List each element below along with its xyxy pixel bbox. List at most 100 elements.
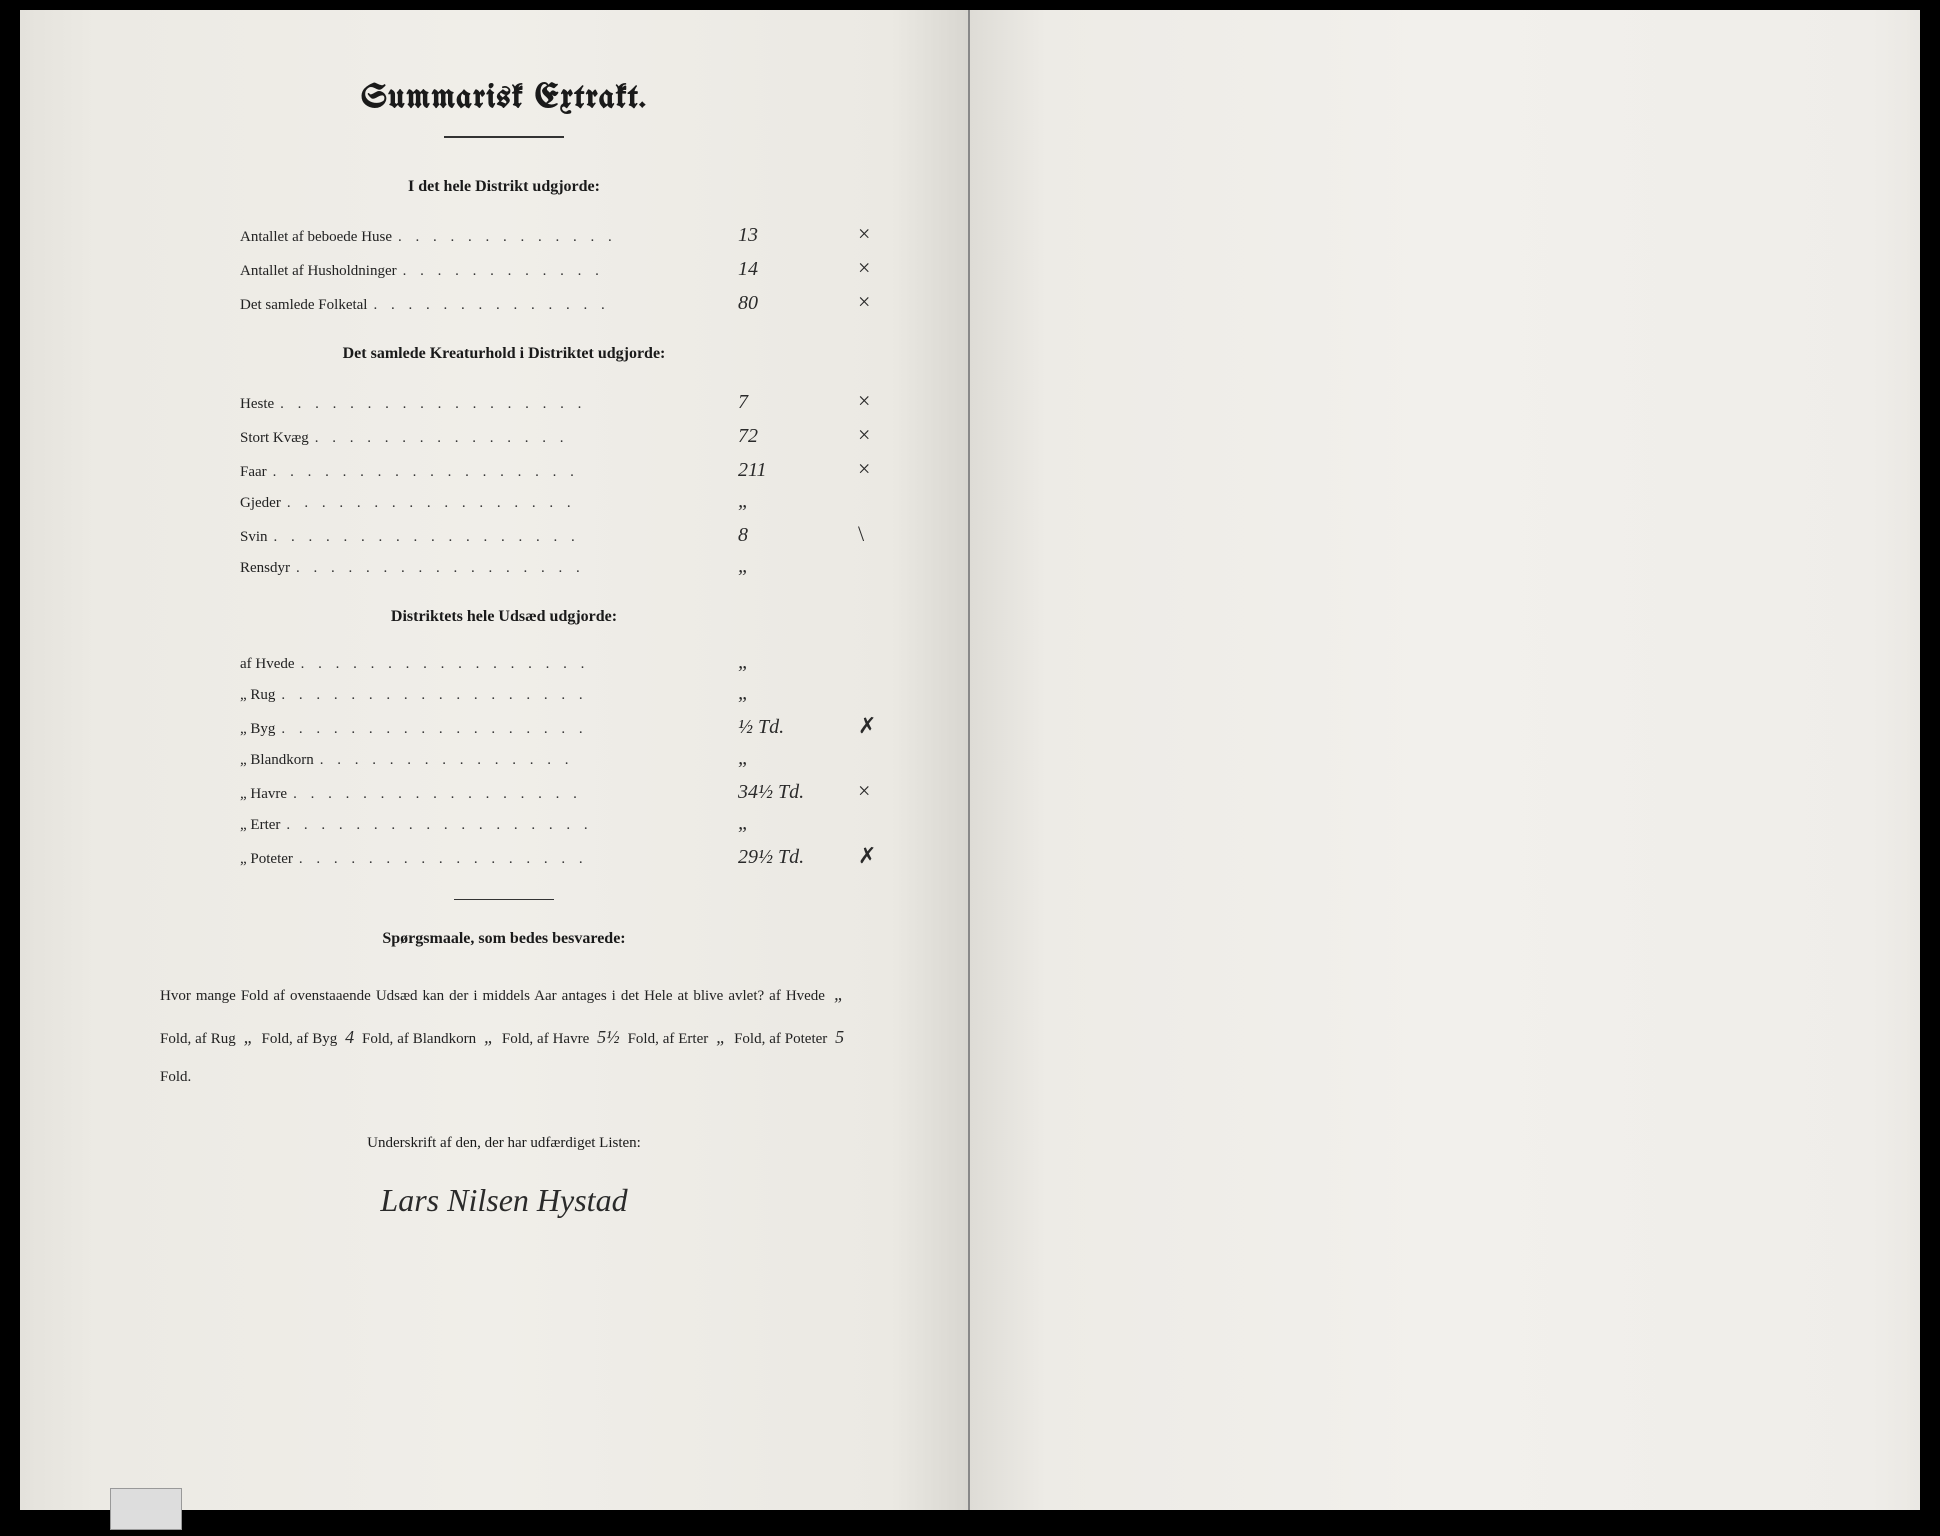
page-title: Summarisk Extrakt. [120,80,888,116]
signature-name: Lars Nilsen Hystad [120,1182,888,1219]
q-text: Fold. [160,1069,191,1085]
q-text: Fold, af Havre [502,1031,589,1047]
dot-leader: . . . . . . . . . . . . . . . . . . [268,529,738,546]
row-kvaeg: Stort Kvæg . . . . . . . . . . . . . . .… [240,422,888,448]
section3-heading: Distriktets hele Udsæd udgjorde: [120,608,888,626]
title-rule [444,136,564,138]
q-text: Fold, af Byg [262,1031,338,1047]
label: af Hvede [240,656,295,673]
label: Gjeder [240,495,281,512]
label: „ Erter [240,817,280,834]
signature-heading: Underskrift af den, der har udfærdiget L… [120,1135,888,1152]
q-blandkorn: „ [480,1027,498,1047]
row-huse: Antallet af beboede Huse . . . . . . . .… [240,221,888,247]
value: 8 [738,524,858,547]
value: 80 [738,292,858,315]
q-poteter: 5 [831,1027,848,1047]
section2-heading: Det samlede Kreaturhold i Distriktet udg… [120,345,888,363]
value: „ [738,555,858,578]
label: Det samlede Folketal [240,297,367,314]
dot-leader: . . . . . . . . . . . . . . . . . [295,656,738,673]
check-mark: × [858,388,888,414]
value: 211 [738,459,858,482]
row-rensdyr: Rensdyr . . . . . . . . . . . . . . . . … [240,555,888,578]
value: „ [738,812,858,835]
row-poteter: „ Poteter . . . . . . . . . . . . . . . … [240,843,888,869]
value: „ [738,651,858,674]
row-blandkorn: „ Blandkorn . . . . . . . . . . . . . . … [240,747,888,770]
check-mark: \ [858,521,888,547]
value: 13 [738,224,858,247]
book-spread: Summarisk Extrakt. I det hele Distrikt u… [20,10,1920,1510]
q-text: Fold, af Rug [160,1031,236,1047]
row-folketal: Det samlede Folketal . . . . . . . . . .… [240,289,888,315]
q-havre: 5½ [593,1027,624,1047]
questions-heading: Spørgsmaale, som bedes besvarede: [120,930,888,948]
label: „ Poteter [240,851,293,868]
q-byg: 4 [341,1027,358,1047]
dot-leader: . . . . . . . . . . . . . . . . . [293,851,738,868]
value: „ [738,747,858,770]
q-text: Hvor mange Fold af ovenstaaende Udsæd ka… [160,988,825,1004]
label: „ Rug [240,687,275,704]
dot-leader: . . . . . . . . . . . . . . . [309,430,738,447]
check-mark: × [858,289,888,315]
row-svin: Svin . . . . . . . . . . . . . . . . . .… [240,521,888,547]
q-hvede: „ [830,984,848,1004]
section1-heading: I det hele Distrikt udgjorde: [120,178,888,196]
dot-leader: . . . . . . . . . . . . . [392,229,738,246]
row-havre: „ Havre . . . . . . . . . . . . . . . . … [240,778,888,804]
row-faar: Faar . . . . . . . . . . . . . . . . . .… [240,456,888,482]
dot-leader: . . . . . . . . . . . . . . . . . . [275,687,738,704]
q-erter: „ [712,1027,730,1047]
check-mark: × [858,255,888,281]
label: Heste [240,396,274,413]
dot-leader: . . . . . . . . . . . . . . . . . . [275,721,738,738]
dot-leader: . . . . . . . . . . . . . . . . . [287,786,738,803]
row-erter: „ Erter . . . . . . . . . . . . . . . . … [240,812,888,835]
label: Svin [240,529,268,546]
left-page: Summarisk Extrakt. I det hele Distrikt u… [20,10,970,1510]
row-heste: Heste . . . . . . . . . . . . . . . . . … [240,388,888,414]
value: 14 [738,258,858,281]
label: Rensdyr [240,560,290,577]
label: Antallet af Husholdninger [240,263,397,280]
q-text: Fold, af Poteter [734,1031,827,1047]
value: „ [738,682,858,705]
check-mark: ✗ [858,843,888,869]
row-hvede: af Hvede . . . . . . . . . . . . . . . .… [240,651,888,674]
dot-leader: . . . . . . . . . . . . . . . . . [290,560,738,577]
q-rug: „ [240,1027,258,1047]
right-page [970,10,1920,1510]
row-rug: „ Rug . . . . . . . . . . . . . . . . . … [240,682,888,705]
dot-leader: . . . . . . . . . . . . . . . . . . [267,464,738,481]
label: Stort Kvæg [240,430,309,447]
q-text: Fold, af Erter [628,1031,709,1047]
row-husholdninger: Antallet af Husholdninger . . . . . . . … [240,255,888,281]
check-mark: × [858,422,888,448]
check-mark: × [858,456,888,482]
label: „ Byg [240,721,275,738]
label: Antallet af beboede Huse [240,229,392,246]
check-mark: × [858,221,888,247]
value: 29½ Td. [738,846,858,869]
value: 34½ Td. [738,781,858,804]
page-tab [110,1488,182,1530]
label: Faar [240,464,267,481]
dot-leader: . . . . . . . . . . . . . . . . . . [280,817,738,834]
dot-leader: . . . . . . . . . . . . . . . . . [281,495,738,512]
value: ½ Td. [738,716,858,739]
dot-leader: . . . . . . . . . . . . . . [367,297,738,314]
divider [454,899,554,900]
dot-leader: . . . . . . . . . . . . . . . [314,752,738,769]
dot-leader: . . . . . . . . . . . . [397,263,738,280]
q-text: Fold, af Blandkorn [362,1031,476,1047]
value: 72 [738,425,858,448]
questions-paragraph: Hvor mange Fold af ovenstaaende Udsæd ka… [160,973,848,1095]
value: 7 [738,391,858,414]
dot-leader: . . . . . . . . . . . . . . . . . . [274,396,738,413]
value: „ [738,490,858,513]
check-mark: ✗ [858,713,888,739]
label: „ Havre [240,786,287,803]
row-gjeder: Gjeder . . . . . . . . . . . . . . . . .… [240,490,888,513]
